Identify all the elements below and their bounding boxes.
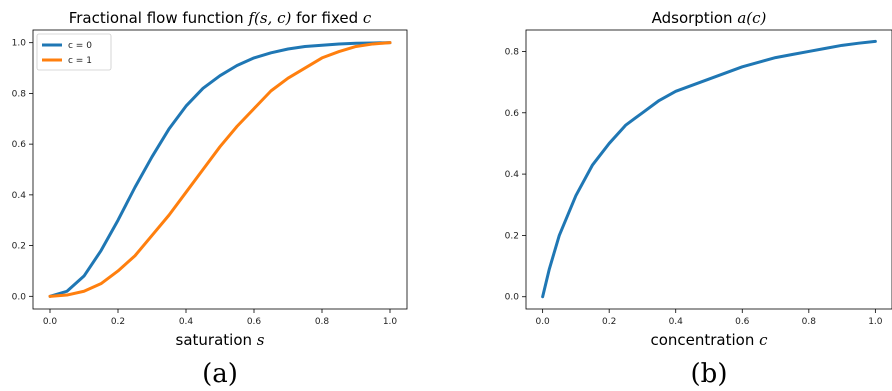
y-tick-label-a: 0.2 xyxy=(12,242,26,252)
x-axis-label-a: saturation s xyxy=(176,331,265,349)
x-tick-label-a: 0.0 xyxy=(43,317,58,327)
x-tick-label-b: 0.0 xyxy=(535,317,550,327)
x-tick-label-a: 0.4 xyxy=(179,317,194,327)
y-tick-label-b: 0.4 xyxy=(505,170,520,180)
y-tick-label-b: 0.6 xyxy=(505,109,520,119)
panel-b: Adsorption a(c) concentration c (b) 0.0 0… xyxy=(505,9,892,389)
caption-b: (b) xyxy=(691,359,728,389)
panel-a: Fractional flow function f(s, c) for fix… xyxy=(12,9,408,389)
plot-frame-a xyxy=(32,29,408,310)
x-tick-label-b: 0.6 xyxy=(735,317,750,327)
y-tick-label-b: 0.2 xyxy=(505,231,519,241)
y-tick-label-a: 0.6 xyxy=(12,140,27,150)
legend: c = 0 c = 1 xyxy=(36,33,112,71)
chart-title-a: Fractional flow function f(s, c) for fix… xyxy=(69,9,372,27)
y-tick-label-a: 0.4 xyxy=(12,191,27,201)
caption-a: (a) xyxy=(202,359,238,389)
series-line-a-1 xyxy=(48,41,392,298)
y-tick-label-a: 0.0 xyxy=(12,292,27,302)
x-tick-label-b: 0.2 xyxy=(602,317,616,327)
y-tick-label-a: 0.8 xyxy=(12,89,27,99)
series-line-a-0 xyxy=(48,41,392,298)
x-axis-label-b: concentration c xyxy=(650,331,768,349)
y-tick-label-a: 1.0 xyxy=(12,39,27,49)
legend-label-1: c = 1 xyxy=(68,56,92,66)
x-tick-label-b: 1.0 xyxy=(868,317,883,327)
plot-frame-b xyxy=(525,29,892,310)
series-line-b-0 xyxy=(541,39,877,299)
x-tick-label-b: 0.4 xyxy=(669,317,684,327)
x-tick-label-a: 1.0 xyxy=(383,317,398,327)
x-tick-label-b: 0.8 xyxy=(802,317,817,327)
x-tick-label-a: 0.2 xyxy=(111,317,125,327)
x-tick-label-a: 0.6 xyxy=(247,317,262,327)
chart-title-b: Adsorption a(c) xyxy=(652,9,767,27)
y-tick-label-b: 0.0 xyxy=(505,293,520,303)
legend-label-0: c = 0 xyxy=(68,41,92,51)
y-tick-label-b: 0.8 xyxy=(505,47,520,57)
x-tick-label-a: 0.8 xyxy=(315,317,330,327)
